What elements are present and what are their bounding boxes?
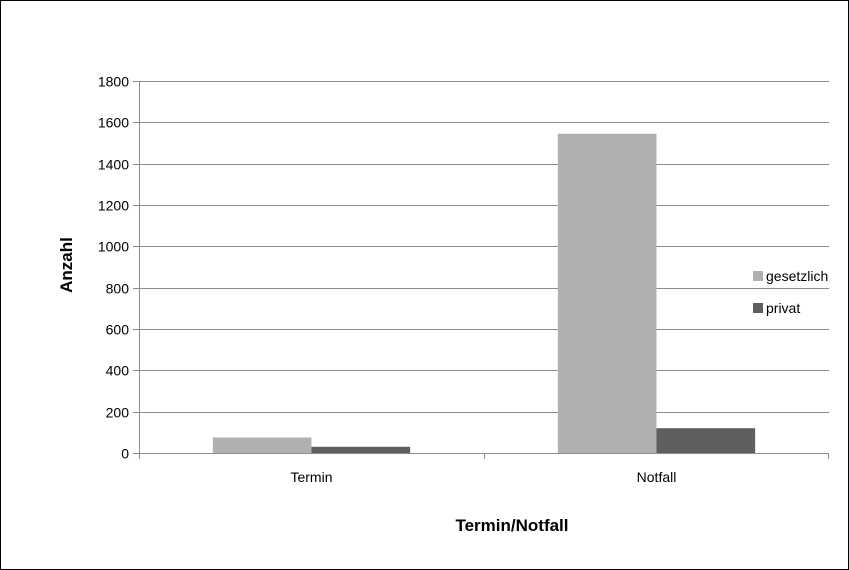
y-tick-label: 1600 bbox=[98, 115, 129, 131]
y-tick-labels: 0 200 400 600 800 1000 1200 1400 1600 1800 bbox=[98, 74, 129, 462]
y-tick-label: 1200 bbox=[98, 198, 129, 214]
bar-gesetzlich-notfall bbox=[557, 133, 657, 453]
y-tick-label: 400 bbox=[106, 363, 130, 379]
y-tick-label: 600 bbox=[106, 322, 130, 338]
bar-privat-notfall bbox=[656, 428, 756, 453]
y-tick-label: 800 bbox=[106, 281, 130, 297]
y-axis-title: Anzahl bbox=[57, 237, 76, 293]
bars bbox=[212, 133, 756, 453]
bar-privat-termin bbox=[311, 446, 411, 453]
y-tick-label: 0 bbox=[121, 446, 129, 462]
x-tick-labels: Termin Notfall bbox=[290, 469, 676, 485]
legend-label-privat: privat bbox=[766, 300, 800, 316]
legend-label-gesetzlich: gesetzlich bbox=[766, 268, 828, 284]
legend: gesetzlich privat bbox=[753, 268, 828, 316]
x-tick-label: Notfall bbox=[637, 469, 677, 485]
legend-swatch-privat bbox=[753, 303, 763, 313]
y-tick-label: 1800 bbox=[98, 74, 129, 90]
x-axis-title: Termin/Notfall bbox=[455, 516, 568, 535]
axes bbox=[133, 81, 829, 459]
bar-gesetzlich-termin bbox=[212, 437, 312, 453]
y-tick-label: 1000 bbox=[98, 239, 129, 255]
x-tick-label: Termin bbox=[290, 469, 332, 485]
legend-swatch-gesetzlich bbox=[753, 271, 763, 281]
gridlines bbox=[139, 81, 829, 413]
y-tick-label: 200 bbox=[106, 405, 130, 421]
y-tick-label: 1400 bbox=[98, 157, 129, 173]
